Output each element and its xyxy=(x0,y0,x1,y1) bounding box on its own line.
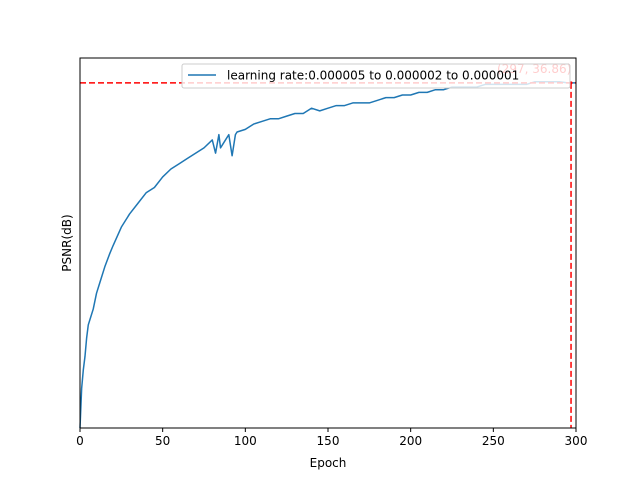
x-axis: 0 50 100 150 200 250 300 xyxy=(76,428,587,448)
x-tick-label: 250 xyxy=(482,434,505,448)
x-tick-label: 50 xyxy=(155,434,170,448)
x-tick-label: 300 xyxy=(565,434,588,448)
x-tick-label: 150 xyxy=(317,434,340,448)
y-axis-label: PSNR(dB) xyxy=(60,214,74,271)
x-tick-label: 200 xyxy=(399,434,422,448)
legend: learning rate:0.000005 to 0.000002 to 0.… xyxy=(181,63,571,89)
x-tick-label: 0 xyxy=(76,434,84,448)
x-tick-label: 100 xyxy=(234,434,257,448)
legend-entry-label: learning rate:0.000005 to 0.000002 to 0.… xyxy=(227,69,519,83)
x-axis-label: Epoch xyxy=(310,456,347,470)
legend-box xyxy=(181,63,571,89)
